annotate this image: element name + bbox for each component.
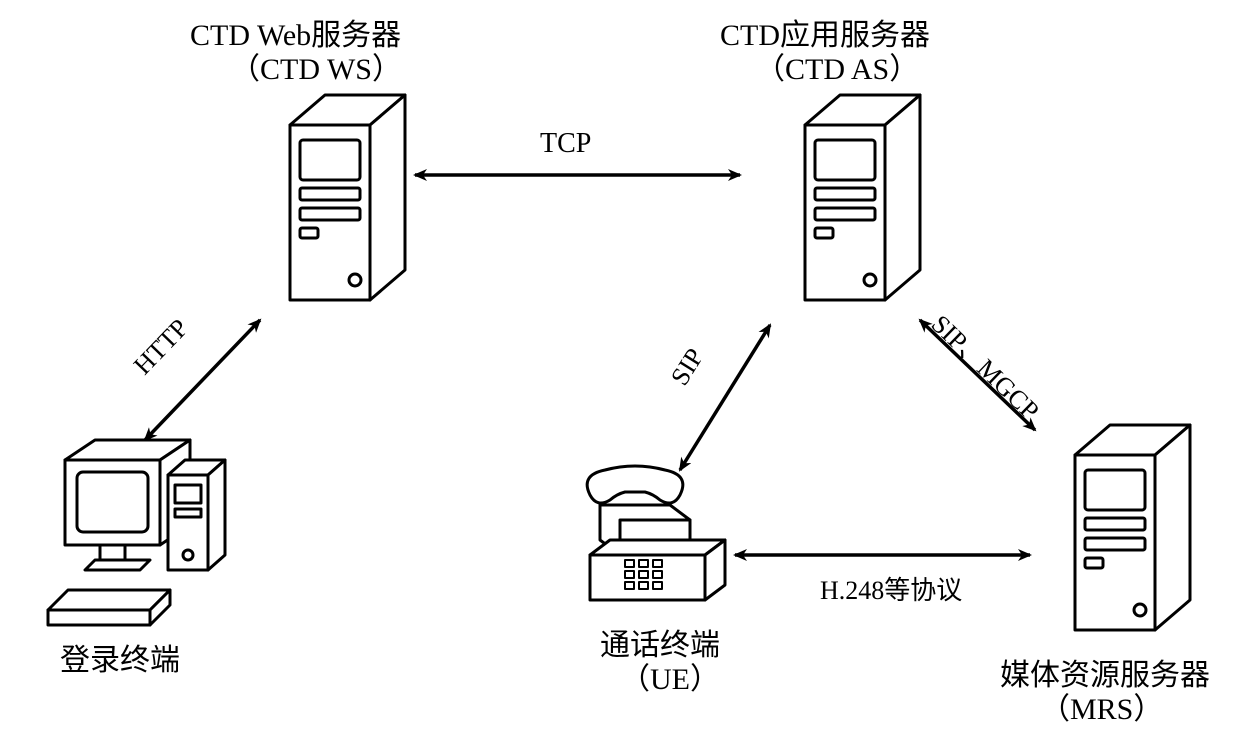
diagram-container: TCP HTTP SIP SIP、MGCP H.248等协议 xyxy=(0,0,1240,731)
node-title-login: 登录终端 xyxy=(60,635,180,679)
edge-label-ws-as: TCP xyxy=(540,128,591,160)
desktop-pc-icon xyxy=(30,425,240,635)
node-subtitle-ctd-as: （CTD AS） xyxy=(755,44,919,88)
edge-as-ue xyxy=(680,325,770,470)
telephone-icon xyxy=(565,460,735,615)
edge-label-ue-mrs: H.248等协议 xyxy=(820,570,962,607)
server-tower-icon xyxy=(255,80,410,315)
node-subtitle-mrs: （MRS） xyxy=(1040,684,1163,728)
server-tower-icon xyxy=(1040,410,1195,645)
node-subtitle-ue: （UE） xyxy=(620,654,720,698)
node-subtitle-ctd-ws: （CTD WS） xyxy=(230,44,402,88)
server-tower-icon xyxy=(770,80,925,315)
